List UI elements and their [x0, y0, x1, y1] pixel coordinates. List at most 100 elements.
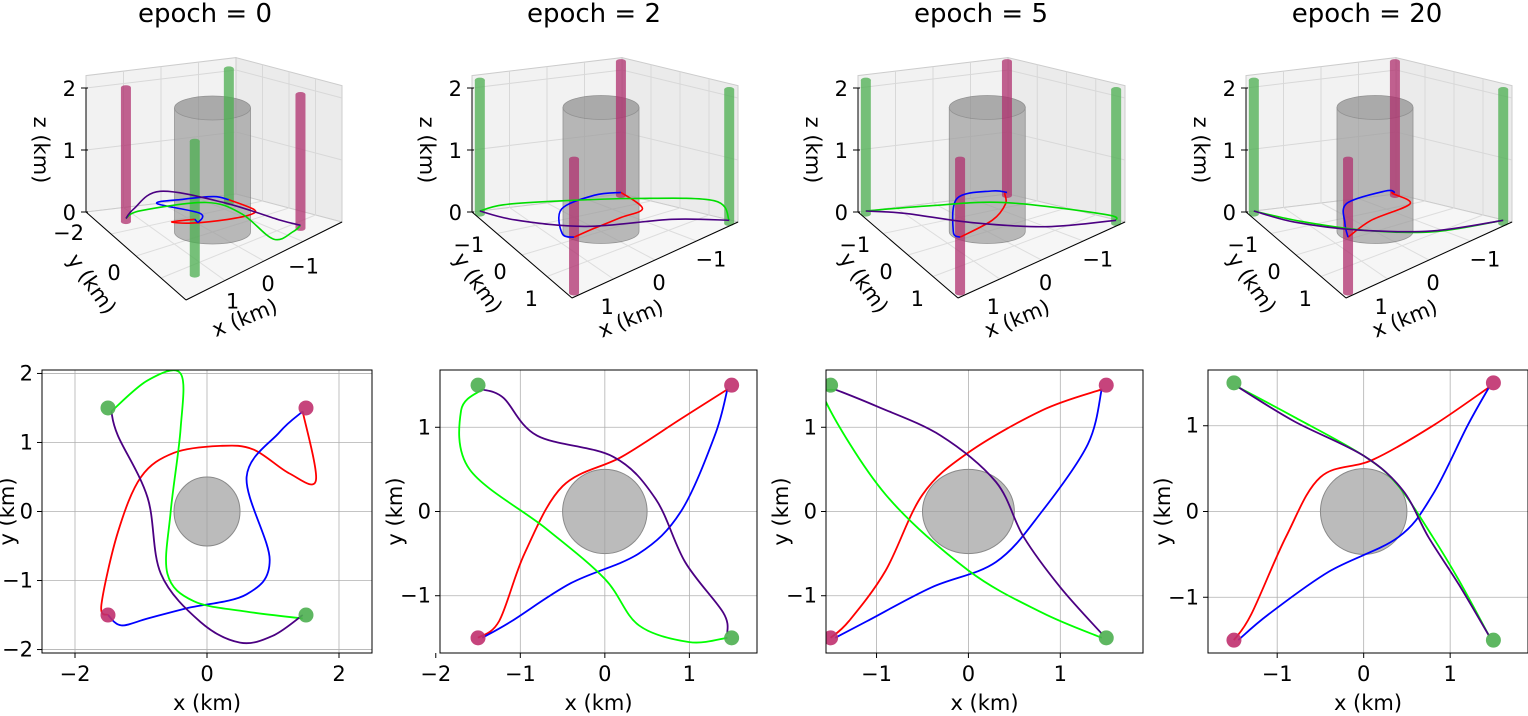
x-tick-label: 0 [261, 272, 274, 296]
z-tick-label: 2 [1223, 77, 1236, 101]
z-tick-label: 1 [1223, 139, 1236, 163]
pillar-0 [1111, 87, 1122, 226]
panel-title: epoch = 5 [914, 0, 1048, 29]
pillar-body [189, 141, 200, 276]
pillar-2 [295, 92, 306, 231]
pillar-3 [1389, 59, 1400, 198]
pillar-3 [615, 59, 626, 198]
y-tick-label: 0 [879, 260, 892, 284]
grid-line [895, 207, 1001, 280]
pillar-body [955, 159, 966, 293]
pillar-3 [1001, 59, 1012, 198]
pillar-body [615, 61, 626, 196]
pillar-top [1001, 59, 1012, 65]
y-tick-label: 1 [911, 287, 924, 311]
plot-area [826, 377, 1114, 646]
endpoint-marker-2 [1098, 377, 1114, 393]
trajectory-3d-2 [125, 201, 302, 241]
pillar-1 [189, 138, 200, 278]
endpoint-marker-1 [1098, 630, 1114, 646]
endpoint-marker-2 [1485, 375, 1501, 391]
endpoint-marker-3 [470, 630, 486, 646]
x-tick-label: 0 [1039, 271, 1052, 295]
panel-title: epoch = 20 [1292, 0, 1443, 29]
plot-area [458, 377, 740, 646]
x-tick-label: −2 [60, 662, 91, 686]
x-tick-label: 1 [600, 295, 613, 319]
pillar-0 [1498, 87, 1509, 226]
obstacle-top [174, 95, 251, 121]
y-tick-label: 0 [493, 260, 506, 284]
y-tick-label: 0 [418, 500, 431, 524]
endpoint-marker-2 [724, 377, 740, 393]
z-axis-label: z (km) [1189, 117, 1213, 184]
x-tick-label: 2 [332, 662, 345, 686]
pillar-top [223, 66, 234, 72]
trajectory-3 [110, 411, 304, 645]
y-tick-label: −1 [1227, 233, 1258, 257]
endpoint-marker-2 [298, 400, 314, 416]
pillar-base [724, 220, 735, 226]
y-tick-label: −1 [2, 569, 33, 593]
trajectory-3d-2 [865, 201, 1118, 222]
pillar-top [1498, 87, 1509, 93]
trajectory-1 [834, 389, 1103, 639]
y-tick-label: −1 [1168, 585, 1199, 609]
pillar-body [860, 80, 871, 215]
x-tick-label: −1 [1082, 247, 1113, 271]
pillar-body [1498, 89, 1509, 224]
pillar-2 [1343, 156, 1354, 296]
pillar-3 [120, 85, 131, 225]
endpoint-marker-0 [100, 400, 116, 416]
y-tick-label: −2 [53, 221, 84, 245]
endpoint-marker-1 [1485, 632, 1501, 648]
y-tick-label: −2 [2, 638, 33, 662]
panel-2d-epoch-3: −1 0 1 −1 0 1 x (km) y (km) [1151, 369, 1528, 715]
trajectory-3d-2 [479, 197, 730, 221]
y-tick-label: 1 [1186, 414, 1199, 438]
trajectory-3d-1 [951, 189, 1008, 238]
y-axis-label: y (km) [769, 477, 793, 545]
x-axis-line [957, 221, 1126, 299]
pillar-body [223, 68, 234, 203]
pillar-body [120, 87, 131, 222]
trajectory-2 [110, 370, 303, 620]
pillar-body [474, 80, 485, 215]
x-tick-label: 0 [598, 662, 611, 686]
y-axis-line [85, 211, 187, 301]
x-tick-label: 1 [1443, 662, 1456, 686]
z-tick-label: 1 [835, 139, 848, 163]
pillar-0 [223, 66, 234, 206]
z-tick-label: 0 [449, 201, 462, 225]
obstacle-top [1336, 95, 1414, 120]
pillar-body [1343, 159, 1354, 293]
grid-line [160, 214, 316, 279]
z-tick-label: 0 [63, 201, 76, 225]
pillar-body [1248, 80, 1259, 215]
trajectory-2 [458, 388, 728, 644]
pillar-top [189, 138, 200, 144]
obstacle-circle [173, 476, 241, 547]
x-tick-label: 0 [200, 662, 213, 686]
trajectory-2 [826, 388, 1103, 639]
x-axis-label: x (km) [173, 691, 241, 715]
pillar-top [569, 156, 580, 162]
y-tick-label: −1 [400, 584, 431, 608]
pillar-0 [724, 87, 735, 226]
trajectory-1 [1237, 386, 1490, 641]
panel-title: epoch = 0 [138, 0, 272, 29]
panel-2d-epoch-1: −2 −1 0 1 −1 0 1 x (km) y (km) [383, 369, 758, 715]
x-axis-label: x (km) [209, 294, 281, 342]
x-tick-label: 0 [652, 271, 665, 295]
y-tick-label: 0 [1267, 260, 1280, 284]
endpoint-marker-0 [826, 377, 839, 393]
pillar-body [1001, 61, 1012, 196]
z-axis-label: z (km) [29, 117, 53, 184]
pillar-1 [860, 77, 871, 217]
trajectory-3d-0 [1347, 191, 1412, 238]
grid-line [123, 207, 226, 281]
grid-line [85, 69, 343, 99]
